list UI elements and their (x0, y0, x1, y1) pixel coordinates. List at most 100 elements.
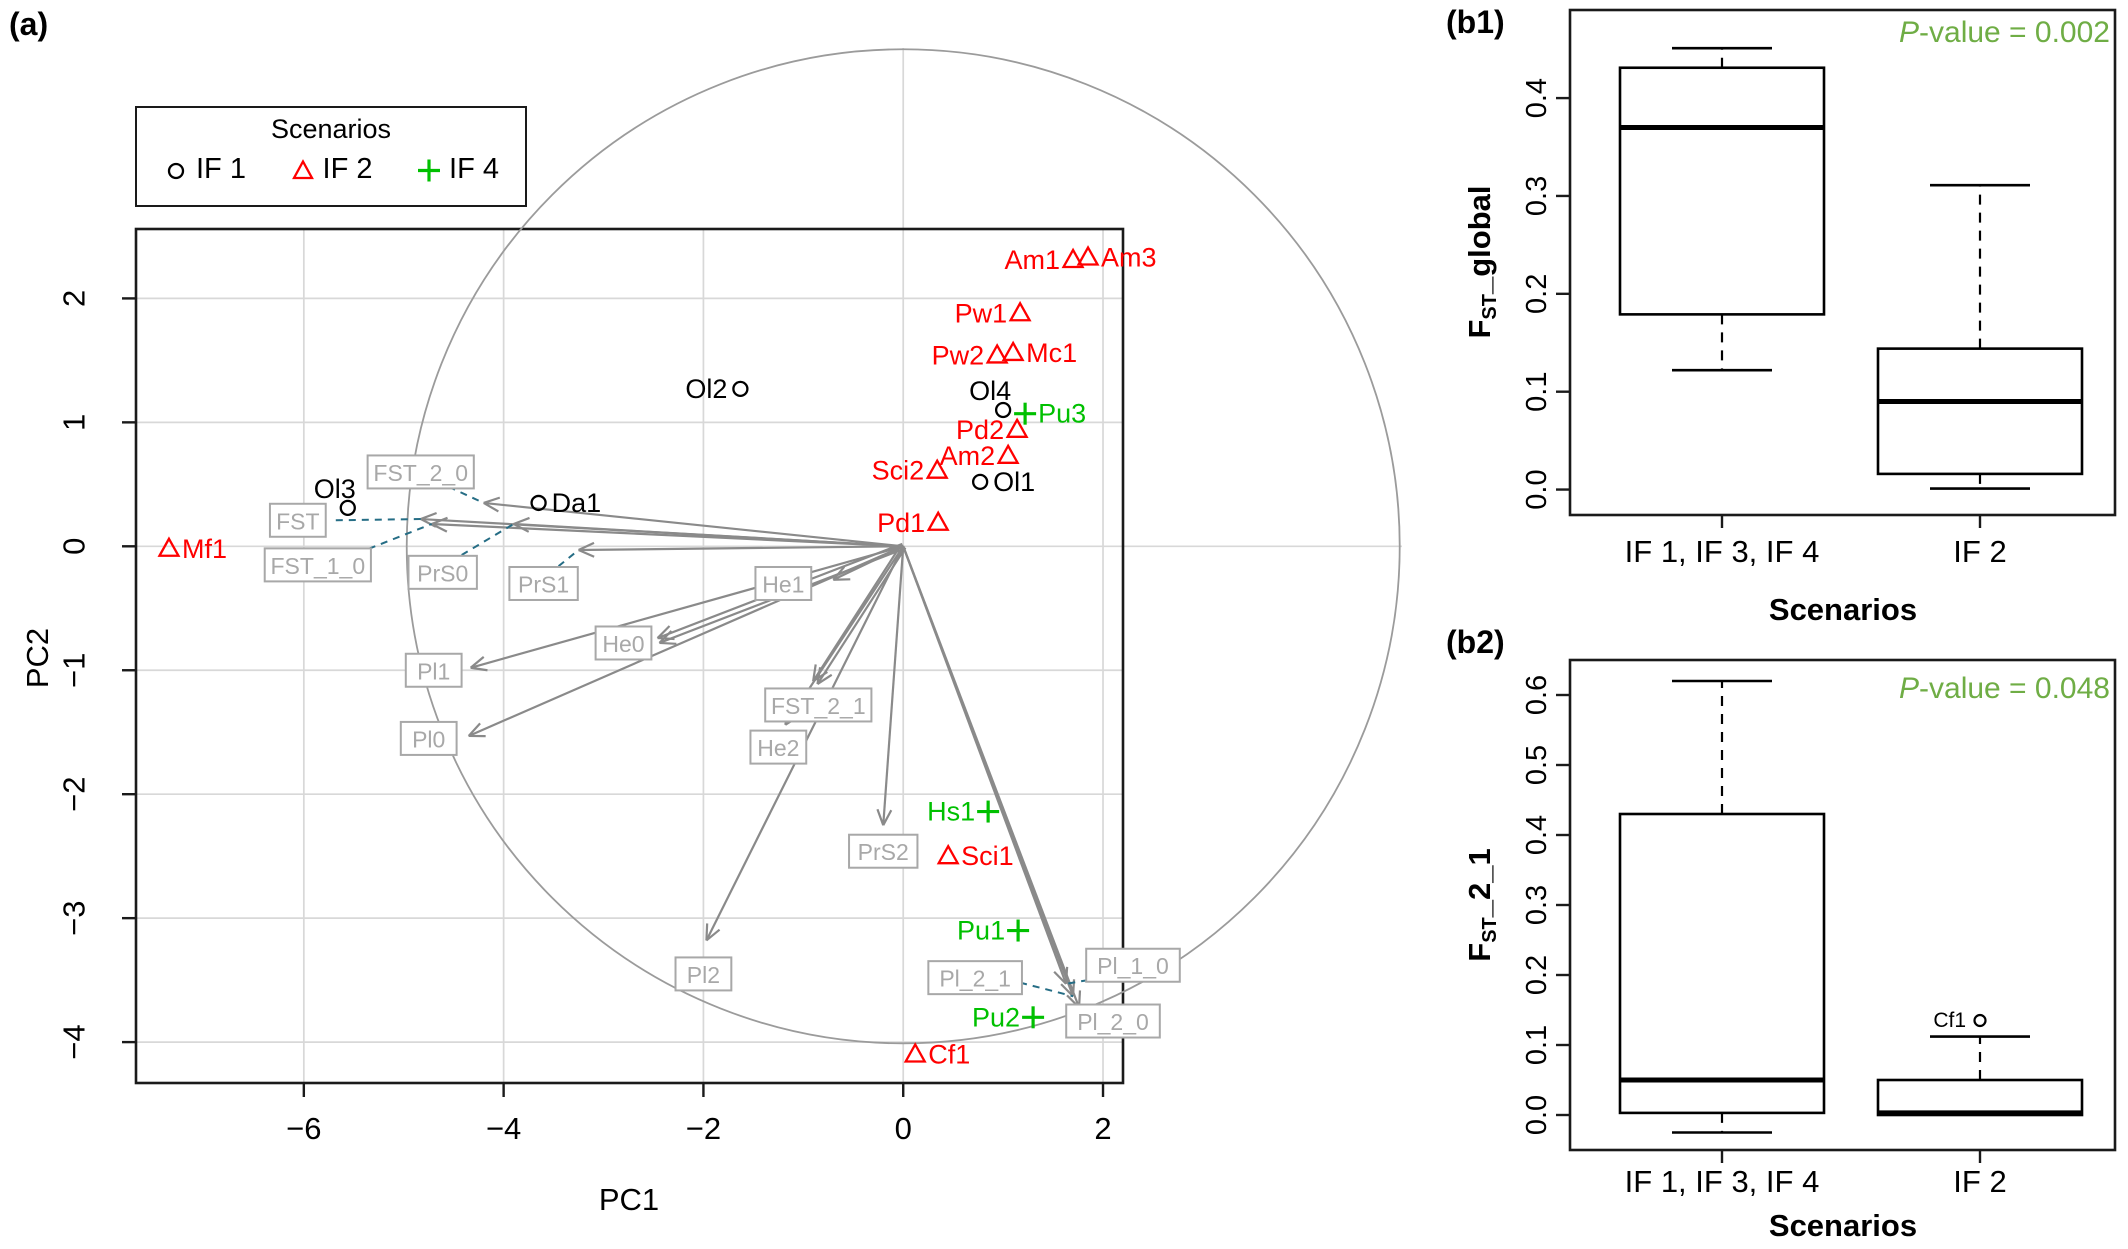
svg-text:0.1: 0.1 (1521, 372, 1553, 412)
svg-text:0.1: 0.1 (1521, 1025, 1553, 1065)
svg-text:Pl_2_0: Pl_2_0 (1077, 1009, 1149, 1035)
svg-text:Cf1: Cf1 (1933, 1009, 1966, 1032)
svg-text:Am2: Am2 (940, 441, 996, 471)
plus-marker-icon (418, 159, 441, 181)
svg-text:Pu2: Pu2 (972, 1002, 1020, 1032)
panel-a-tag: (a) (9, 6, 49, 42)
svg-text:0.3: 0.3 (1521, 176, 1553, 216)
legend-item-label: IF 4 (449, 153, 499, 185)
svg-text:Pl0: Pl0 (412, 726, 445, 752)
b2-ylabel-subscript: ST (1479, 917, 1501, 943)
svg-text:PrS2: PrS2 (858, 839, 909, 865)
b1-ylabel-base: F (1462, 319, 1497, 339)
svg-text:0.2: 0.2 (1521, 955, 1553, 995)
svg-text:2: 2 (1094, 1111, 1111, 1146)
svg-text:Am1: Am1 (1005, 245, 1061, 275)
svg-text:PrS0: PrS0 (417, 560, 468, 586)
svg-text:Mc1: Mc1 (1026, 338, 1077, 368)
svg-text:0.4: 0.4 (1521, 815, 1553, 855)
b2-p-italic: P (1899, 672, 1920, 705)
svg-text:Ol1: Ol1 (993, 467, 1035, 497)
svg-text:Pd2: Pd2 (956, 415, 1004, 445)
svg-text:0.3: 0.3 (1521, 885, 1553, 925)
svg-text:FST_1_0: FST_1_0 (271, 553, 366, 579)
svg-text:−3: −3 (57, 900, 92, 935)
svg-text:Pd1: Pd1 (877, 508, 925, 538)
legend-item-if4: IF 4 (416, 153, 499, 186)
b1-category-if2: IF 2 (1953, 534, 2007, 569)
svg-text:0: 0 (57, 538, 92, 555)
legend-item-if2: IF 2 (290, 153, 373, 186)
svg-text:Ol3: Ol3 (314, 474, 356, 504)
svg-text:Hs1: Hs1 (927, 797, 975, 827)
b1-x-axis-label: Scenarios (1768, 592, 1918, 627)
pc1-axis-label: PC1 (598, 1182, 660, 1217)
svg-text:Sci1: Sci1 (961, 841, 1014, 871)
panel-b2-tag: (b2) (1446, 624, 1505, 660)
svg-text:Ol2: Ol2 (685, 374, 727, 404)
svg-text:Pl_1_0: Pl_1_0 (1097, 953, 1169, 979)
b2-category-if2: IF 2 (1953, 1164, 2007, 1199)
b2-p-value: P-value = 0.048 (1690, 672, 2110, 706)
svg-text:Sci2: Sci2 (872, 456, 925, 486)
svg-text:He1: He1 (762, 571, 804, 597)
svg-text:0.5: 0.5 (1521, 745, 1553, 785)
b1-category-if134: IF 1, IF 3, IF 4 (1624, 534, 1820, 569)
b1-ylabel-rest: _global (1462, 185, 1497, 295)
b1-p-value: P-value = 0.002 (1690, 16, 2110, 50)
svg-text:Pl2: Pl2 (687, 962, 720, 988)
svg-text:2: 2 (57, 290, 92, 307)
svg-text:−4: −4 (57, 1024, 92, 1059)
legend-item-label: IF 1 (196, 153, 246, 185)
legend-item-label: IF 2 (322, 153, 373, 185)
scenarios-legend: Scenarios IF 1 IF 2 IF 4 (135, 106, 527, 207)
b2-y-axis-label: FST_2_1 (1462, 735, 1502, 1075)
svg-text:−2: −2 (57, 777, 92, 812)
svg-text:Am3: Am3 (1101, 243, 1157, 273)
b1-p-italic: P (1899, 16, 1920, 49)
svg-text:0.6: 0.6 (1521, 675, 1553, 715)
b1-y-axis-label: FST_global (1462, 92, 1502, 432)
svg-text:He0: He0 (602, 631, 644, 657)
svg-text:0.2: 0.2 (1521, 274, 1553, 314)
svg-text:1: 1 (57, 414, 92, 431)
svg-text:−2: −2 (686, 1111, 721, 1146)
svg-text:FST: FST (276, 508, 319, 534)
b1-ylabel-subscript: ST (1479, 294, 1501, 320)
svg-text:Pw1: Pw1 (955, 298, 1008, 328)
svg-text:Pl1: Pl1 (417, 658, 450, 684)
svg-text:0.4: 0.4 (1521, 78, 1553, 118)
legend-item-if1: IF 1 (163, 153, 246, 186)
pc2-axis-label: PC2 (20, 627, 55, 689)
svg-text:Pu3: Pu3 (1038, 399, 1086, 429)
svg-text:Pu1: Pu1 (957, 916, 1005, 946)
svg-text:FST_2_0: FST_2_0 (373, 460, 468, 486)
svg-text:Mf1: Mf1 (182, 534, 227, 564)
svg-text:0: 0 (895, 1111, 912, 1146)
legend-title: Scenarios (270, 114, 392, 144)
svg-text:0.0: 0.0 (1521, 469, 1553, 509)
svg-text:Ol4: Ol4 (969, 376, 1011, 406)
svg-text:−1: −1 (57, 653, 92, 688)
b2-category-if134: IF 1, IF 3, IF 4 (1624, 1164, 1820, 1199)
svg-text:PrS1: PrS1 (518, 571, 569, 597)
b2-p-rest: -value = 0.048 (1919, 672, 2110, 705)
svg-text:−4: −4 (486, 1111, 521, 1146)
panel-b1-tag: (b1) (1446, 4, 1505, 40)
b1-p-rest: -value = 0.002 (1919, 16, 2110, 49)
svg-text:Da1: Da1 (552, 488, 602, 518)
b2-ylabel-rest: _2_1 (1462, 848, 1497, 918)
svg-text:Pw2: Pw2 (932, 340, 985, 370)
svg-text:0.0: 0.0 (1521, 1095, 1553, 1135)
triangle-marker-icon (291, 158, 314, 179)
svg-text:He2: He2 (757, 735, 799, 761)
svg-text:Cf1: Cf1 (928, 1039, 970, 1069)
svg-text:−6: −6 (286, 1111, 321, 1146)
b2-ylabel-base: F (1462, 942, 1497, 962)
svg-text:FST_2_1: FST_2_1 (771, 693, 866, 719)
b2-x-axis-label: Scenarios (1768, 1208, 1918, 1243)
svg-text:Pl_2_1: Pl_2_1 (939, 966, 1011, 992)
circle-marker-icon (167, 162, 185, 179)
